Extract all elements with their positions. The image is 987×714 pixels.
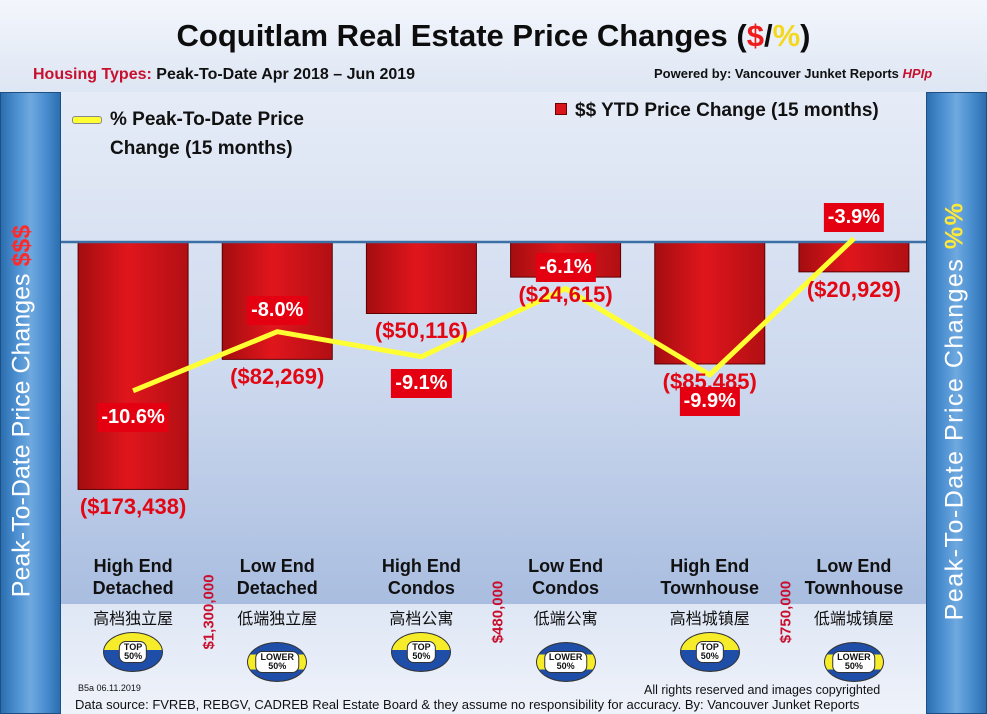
lower-50-badge: LOWER 50% bbox=[823, 642, 884, 682]
bar-value-label: ($82,269) bbox=[230, 364, 325, 390]
category-chinese-label: 高档独立屋 bbox=[93, 609, 174, 628]
category-band bbox=[61, 604, 926, 714]
category-label: High End Townhouse bbox=[660, 556, 760, 598]
pct-value-label: -6.1% bbox=[535, 252, 596, 282]
bar-value-label: ($20,929) bbox=[806, 276, 901, 302]
footer-source: Data source: FVREB, REBGV, CADREB Real E… bbox=[75, 697, 860, 712]
plot-area bbox=[61, 92, 926, 604]
pct-value-label: -9.9% bbox=[679, 386, 740, 416]
category-label: Low End Detached bbox=[236, 556, 318, 598]
title-dollar: $ bbox=[746, 18, 764, 53]
bar-value-label: ($50,116) bbox=[374, 318, 468, 344]
category-chinese-label: 高档城镇屋 bbox=[669, 609, 750, 628]
category-chinese-label: 低端城镇屋 bbox=[813, 609, 894, 628]
top-50-badge: TOP 50% bbox=[679, 632, 740, 672]
lower-50-badge: LOWER 50% bbox=[247, 642, 308, 682]
footer-code: B5a 06.11.2019 bbox=[78, 683, 141, 693]
title-percent: % bbox=[772, 18, 801, 53]
pct-value-label: -10.6% bbox=[97, 402, 169, 432]
category-label: Low End Townhouse bbox=[804, 556, 904, 598]
pct-line bbox=[132, 236, 856, 394]
price-threshold-label: $480,000 bbox=[489, 580, 506, 644]
top-50-badge: TOP 50% bbox=[391, 632, 452, 672]
pct-value-label: -9.1% bbox=[391, 368, 452, 398]
category-chinese-label: 高档公寓 bbox=[389, 609, 454, 628]
price-threshold-label: $1,300,000 bbox=[200, 574, 218, 650]
bar-value-label: ($24,615) bbox=[518, 282, 613, 308]
chart-subtitle: Housing Types: Peak-To-Date Apr 2018 – J… bbox=[33, 66, 416, 83]
lower-50-badge: LOWER 50% bbox=[535, 642, 596, 682]
chart-title: Coquitlam Real Estate Price Changes ($/%… bbox=[176, 18, 811, 53]
powered-by: Powered by: Vancouver Junket Reports HPI… bbox=[654, 66, 933, 81]
bar-0 bbox=[77, 241, 189, 490]
bar-5 bbox=[798, 241, 910, 273]
pct-value-label: -3.9% bbox=[823, 202, 885, 232]
bar-value-label: ($173,438) bbox=[79, 494, 187, 520]
legend-bar-swatch bbox=[555, 103, 567, 115]
top-50-badge: TOP 50% bbox=[103, 632, 164, 672]
category-label: High End Condos bbox=[381, 556, 461, 598]
bar-2 bbox=[365, 241, 477, 314]
left-axis-panel bbox=[0, 92, 61, 714]
category-chinese-label: 低端独立屋 bbox=[237, 609, 318, 628]
legend-line: % Peak-To-Date Price Change (15 months) bbox=[72, 105, 304, 163]
category-label: Low End Condos bbox=[528, 556, 604, 598]
pct-value-label: -8.0% bbox=[247, 295, 308, 325]
bar-4 bbox=[654, 241, 766, 365]
price-threshold-label: $750,000 bbox=[777, 580, 795, 644]
legend-line-swatch bbox=[72, 116, 102, 124]
footer-rights: All rights reserved and images copyright… bbox=[644, 683, 881, 697]
category-label: High End Detached bbox=[92, 556, 174, 598]
category-chinese-label: 低端公寓 bbox=[533, 609, 598, 628]
legend-bar: $$ YTD Price Change (15 months) bbox=[555, 100, 879, 122]
